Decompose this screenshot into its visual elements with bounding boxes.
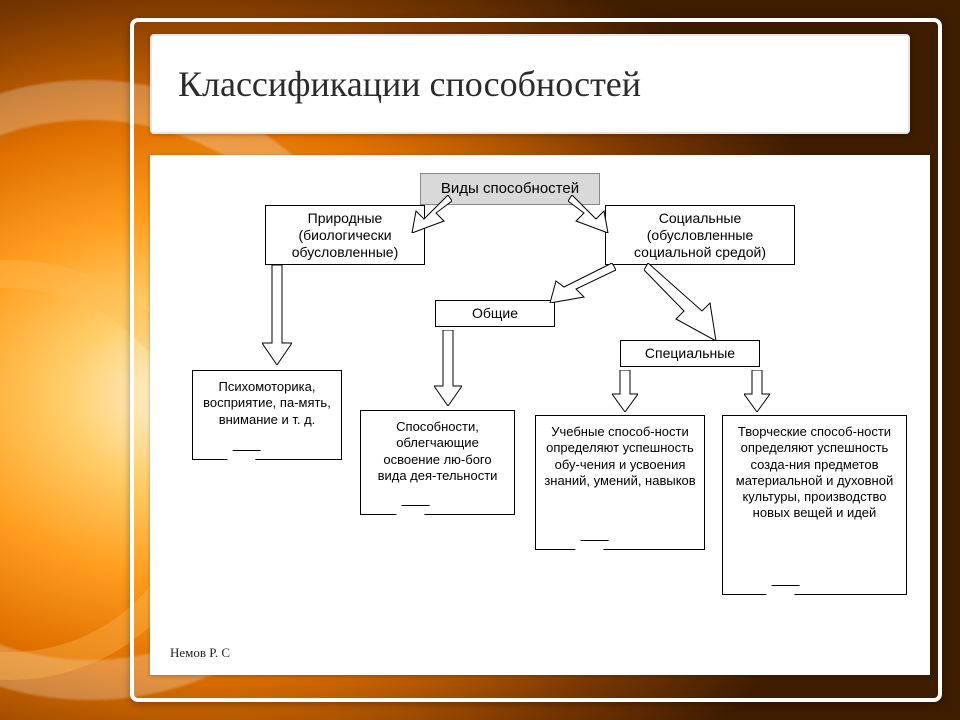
node-social-label: Социальные (обусловленные социальной сре… [634, 210, 766, 260]
doc-notch [766, 585, 800, 595]
diagram-panel: Виды способностей Природные (биологическ… [150, 155, 930, 675]
footer-author: Немов Р. С [170, 645, 230, 661]
arrow-general-doc2 [434, 330, 462, 406]
doc-creative: Творческие способ-ности определяют успеш… [722, 415, 907, 595]
node-social: Социальные (обусловленные социальной сре… [605, 205, 795, 265]
node-special-label: Специальные [645, 345, 735, 361]
doc-general-abilities: Способности, облегчающие освоение лю-бог… [360, 410, 515, 515]
node-natural-label: Природные (биологически обусловленные) [292, 210, 399, 260]
doc-general-abilities-label: Способности, облегчающие освоение лю-бог… [378, 419, 498, 483]
arrow-root-natural [402, 195, 452, 233]
arrow-social-special [644, 263, 724, 341]
doc-learning-label: Учебные способ-ности определяют успешнос… [544, 424, 695, 488]
doc-creative-label: Творческие способ-ности определяют успеш… [736, 424, 893, 520]
title-bar: Классификации способностей [150, 34, 910, 134]
arrow-social-general [544, 263, 616, 303]
doc-psychomotor-label: Психомоторика, восприятие, па-мять, вним… [203, 379, 331, 427]
doc-notch [227, 450, 261, 460]
arrow-special-doc4 [744, 370, 770, 412]
node-root-label: Виды способностей [441, 180, 579, 197]
arrow-root-social [568, 195, 618, 233]
slide-title: Классификации способностей [178, 63, 641, 105]
slide: Классификации способностей Виды способно… [0, 0, 960, 720]
arrow-natural-doc1 [262, 265, 292, 365]
doc-notch [575, 540, 609, 550]
doc-learning: Учебные способ-ности определяют успешнос… [535, 415, 705, 550]
node-general: Общие [435, 300, 555, 327]
arrow-special-doc3 [612, 370, 638, 412]
node-general-label: Общие [472, 305, 518, 321]
doc-notch [396, 505, 430, 515]
node-special: Специальные [620, 340, 760, 367]
node-natural: Природные (биологически обусловленные) [265, 205, 425, 265]
doc-psychomotor: Психомоторика, восприятие, па-мять, вним… [192, 370, 342, 460]
